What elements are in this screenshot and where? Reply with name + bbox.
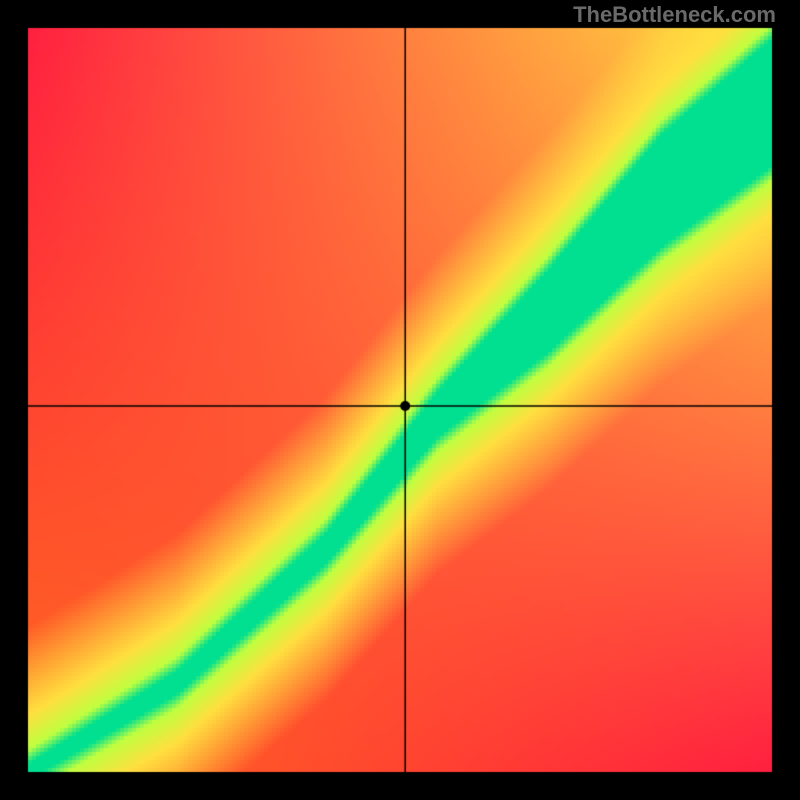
- chart-root: TheBottleneck.com: [0, 0, 800, 800]
- heatmap-canvas: [0, 0, 800, 800]
- watermark-text: TheBottleneck.com: [573, 2, 776, 28]
